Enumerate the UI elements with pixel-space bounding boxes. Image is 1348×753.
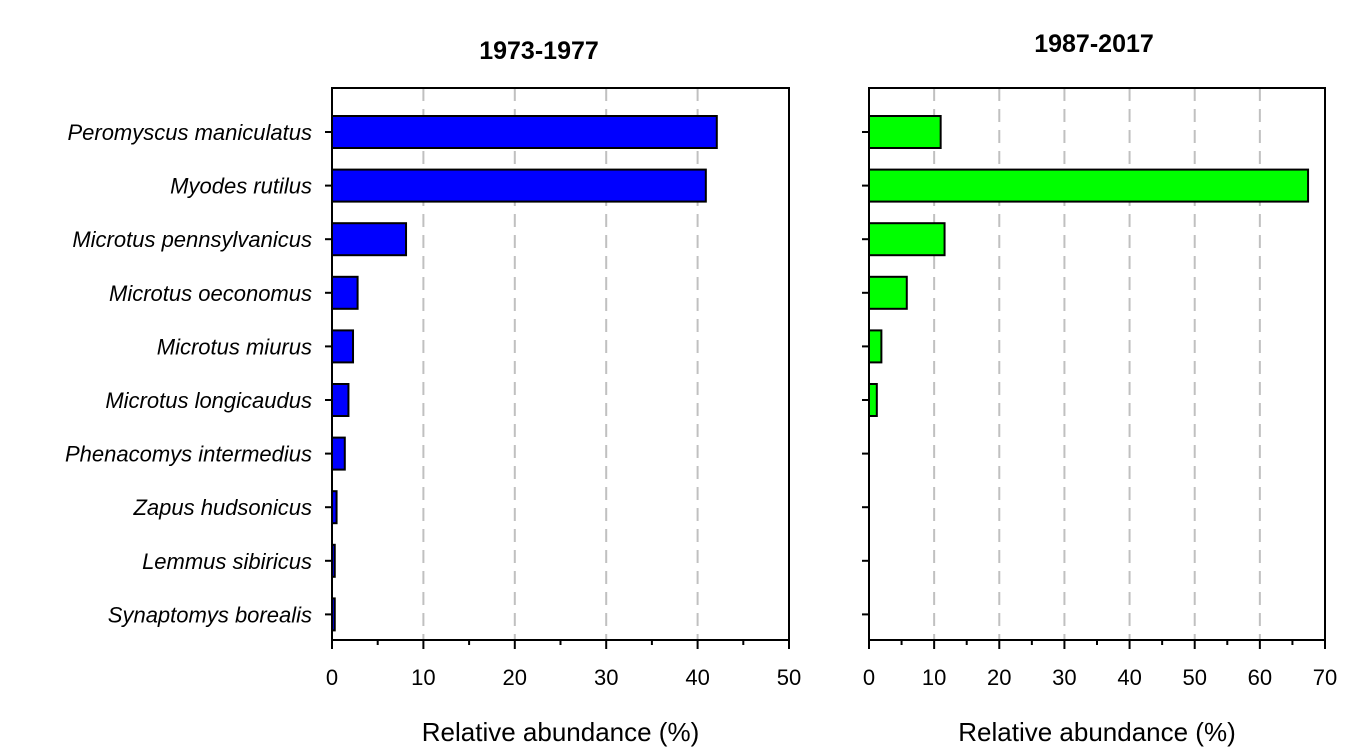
chart-title: 1987-2017: [1034, 30, 1154, 58]
category-label: Lemmus sibiricus: [142, 549, 312, 574]
category-label: Zapus hudsonicus: [132, 495, 312, 520]
x-tick-label: 70: [1313, 665, 1337, 690]
category-label: Myodes rutilus: [170, 174, 312, 199]
category-label: Peromyscus maniculatus: [67, 120, 312, 145]
category-label: Microtus miurus: [157, 334, 312, 359]
category-label: Phenacomys intermedius: [65, 442, 312, 467]
bar: [331, 329, 355, 364]
x-tick-label: 10: [922, 665, 946, 690]
x-tick-label: 40: [685, 665, 709, 690]
x-tick-label: 0: [863, 665, 875, 690]
chart-title: 1973-1977: [479, 37, 599, 65]
bar: [868, 222, 946, 257]
bar: [331, 436, 346, 471]
category-label: Microtus longicaudus: [105, 388, 312, 413]
x-tick-label: 30: [594, 665, 618, 690]
bar: [868, 168, 1310, 203]
x-tick-label: 0: [326, 665, 338, 690]
x-tick-label: 50: [777, 665, 801, 690]
x-tick-label: 60: [1248, 665, 1272, 690]
bar: [868, 275, 908, 310]
category-label: Microtus pennsylvanicus: [72, 227, 312, 252]
bar: [868, 115, 942, 149]
category-label: Microtus oeconomus: [109, 281, 312, 306]
bar: [868, 383, 878, 417]
x-tick-label: 50: [1182, 665, 1206, 690]
x-tick-label: 10: [411, 665, 435, 690]
bar: [868, 329, 883, 364]
x-axis-label: Relative abundance (%): [958, 717, 1236, 747]
bar: [331, 222, 408, 257]
x-tick-label: 20: [503, 665, 527, 690]
bar: [331, 383, 350, 417]
x-tick-label: 20: [987, 665, 1011, 690]
bar: [331, 168, 707, 203]
bar: [331, 275, 359, 310]
category-label: Synaptomys borealis: [108, 602, 312, 627]
bar: [331, 115, 718, 149]
x-tick-label: 30: [1052, 665, 1076, 690]
x-tick-label: 40: [1117, 665, 1141, 690]
x-axis-label: Relative abundance (%): [422, 717, 700, 747]
